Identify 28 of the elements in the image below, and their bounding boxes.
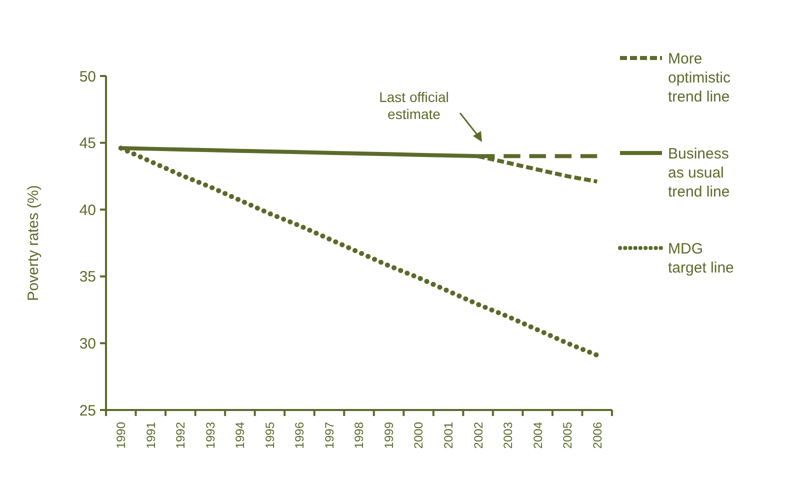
y-tick-label: 40 [79, 202, 96, 219]
x-tick-label: 1994 [233, 422, 248, 449]
x-tick-label: 1992 [174, 422, 188, 449]
y-tick-label: 35 [79, 268, 96, 286]
x-tick-label: 2002 [471, 422, 486, 449]
x-tick-label: 1995 [262, 422, 277, 449]
x-tick-label: 1997 [322, 422, 336, 449]
annotation: Last official estimate [379, 89, 449, 122]
x-tick-label: 1991 [144, 422, 158, 449]
y-tick-label: 30 [79, 335, 96, 352]
x-tick-label: 2006 [590, 422, 604, 449]
legend-label: More optimistic trend line [668, 50, 732, 106]
y-tick-label: 25 [79, 402, 96, 420]
y-axis-title: Poverty rates (%) [25, 185, 42, 301]
x-tick-label: 2005 [560, 422, 575, 449]
x-tick-label: 1996 [292, 422, 307, 449]
y-tick-label: 50 [79, 68, 96, 86]
x-tick-label: 2001 [441, 422, 456, 449]
x-tick-label: 1990 [114, 422, 128, 449]
y-tick-label: 45 [79, 135, 96, 152]
legend-label: MDG target line [668, 240, 734, 276]
x-tick-label: 1993 [203, 422, 218, 449]
legend-label: Business as usual trend line [668, 145, 730, 200]
x-tick-label: 1999 [382, 422, 396, 449]
x-tick-label: 2004 [530, 422, 545, 449]
x-tick-label: 1998 [352, 422, 366, 449]
x-tick-label: 2003 [501, 422, 516, 449]
x-tick-label: 2000 [412, 422, 426, 449]
